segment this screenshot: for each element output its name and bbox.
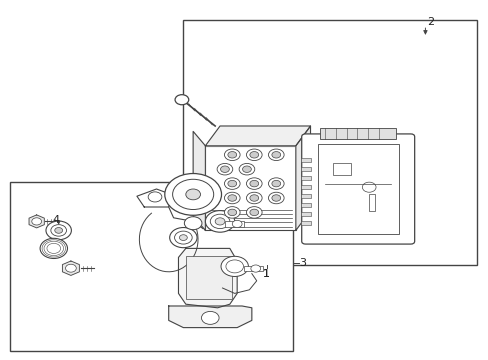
Bar	[205, 146, 295, 230]
Circle shape	[221, 256, 248, 276]
Polygon shape	[295, 126, 310, 230]
Circle shape	[268, 149, 284, 161]
Circle shape	[175, 95, 188, 105]
Bar	[224, 221, 244, 227]
Text: 3: 3	[299, 258, 306, 268]
Bar	[183, 20, 476, 265]
Circle shape	[250, 265, 260, 272]
Circle shape	[225, 260, 243, 273]
Bar	[185, 256, 232, 299]
Circle shape	[32, 218, 41, 225]
Circle shape	[224, 149, 240, 161]
Circle shape	[217, 163, 232, 175]
Circle shape	[249, 152, 258, 158]
Bar	[300, 176, 310, 180]
Circle shape	[271, 152, 280, 158]
Circle shape	[268, 192, 284, 204]
Circle shape	[246, 192, 262, 204]
Circle shape	[44, 241, 63, 256]
Circle shape	[201, 311, 219, 324]
Bar	[300, 167, 310, 171]
Polygon shape	[137, 189, 171, 207]
Bar	[300, 185, 310, 189]
Circle shape	[246, 207, 262, 218]
Polygon shape	[62, 261, 79, 275]
Circle shape	[242, 166, 251, 172]
Circle shape	[249, 209, 258, 216]
Circle shape	[215, 218, 224, 225]
Circle shape	[268, 178, 284, 189]
Circle shape	[185, 189, 200, 200]
Bar	[317, 144, 398, 234]
Polygon shape	[205, 126, 310, 146]
Circle shape	[46, 221, 71, 240]
Circle shape	[42, 240, 65, 257]
Bar	[332, 163, 350, 175]
Circle shape	[205, 211, 234, 232]
Circle shape	[40, 238, 67, 258]
Circle shape	[271, 180, 280, 187]
Bar	[300, 203, 310, 207]
Circle shape	[172, 179, 213, 210]
Text: 4: 4	[53, 215, 60, 225]
Bar	[300, 212, 310, 216]
FancyBboxPatch shape	[301, 134, 414, 244]
Circle shape	[169, 228, 197, 248]
Circle shape	[227, 209, 236, 216]
Bar	[300, 221, 310, 225]
Circle shape	[51, 225, 66, 236]
Circle shape	[224, 192, 240, 204]
Polygon shape	[168, 306, 251, 328]
Polygon shape	[29, 215, 44, 228]
Circle shape	[224, 207, 240, 218]
Circle shape	[246, 149, 262, 161]
Circle shape	[246, 178, 262, 189]
Circle shape	[362, 182, 375, 192]
Circle shape	[249, 180, 258, 187]
Circle shape	[55, 228, 62, 233]
Circle shape	[227, 180, 236, 187]
Polygon shape	[193, 131, 205, 230]
Circle shape	[249, 195, 258, 201]
Circle shape	[239, 163, 254, 175]
Circle shape	[220, 166, 229, 172]
Circle shape	[174, 231, 192, 244]
Circle shape	[227, 195, 236, 201]
Circle shape	[65, 264, 76, 272]
Circle shape	[164, 174, 221, 215]
Bar	[320, 128, 395, 139]
Bar	[10, 182, 293, 351]
Circle shape	[184, 217, 202, 230]
Circle shape	[210, 214, 229, 229]
Text: 1: 1	[263, 269, 269, 279]
Circle shape	[148, 192, 162, 202]
Polygon shape	[178, 248, 237, 308]
Circle shape	[224, 178, 240, 189]
Circle shape	[232, 220, 242, 228]
Text: 1: 1	[263, 269, 269, 279]
Bar	[244, 266, 263, 271]
Circle shape	[271, 195, 280, 201]
Text: 2: 2	[426, 17, 433, 27]
Bar	[368, 194, 374, 211]
Circle shape	[45, 242, 62, 255]
Bar	[300, 194, 310, 198]
Bar	[300, 158, 310, 162]
Circle shape	[227, 152, 236, 158]
Circle shape	[179, 235, 187, 240]
Circle shape	[47, 243, 61, 253]
